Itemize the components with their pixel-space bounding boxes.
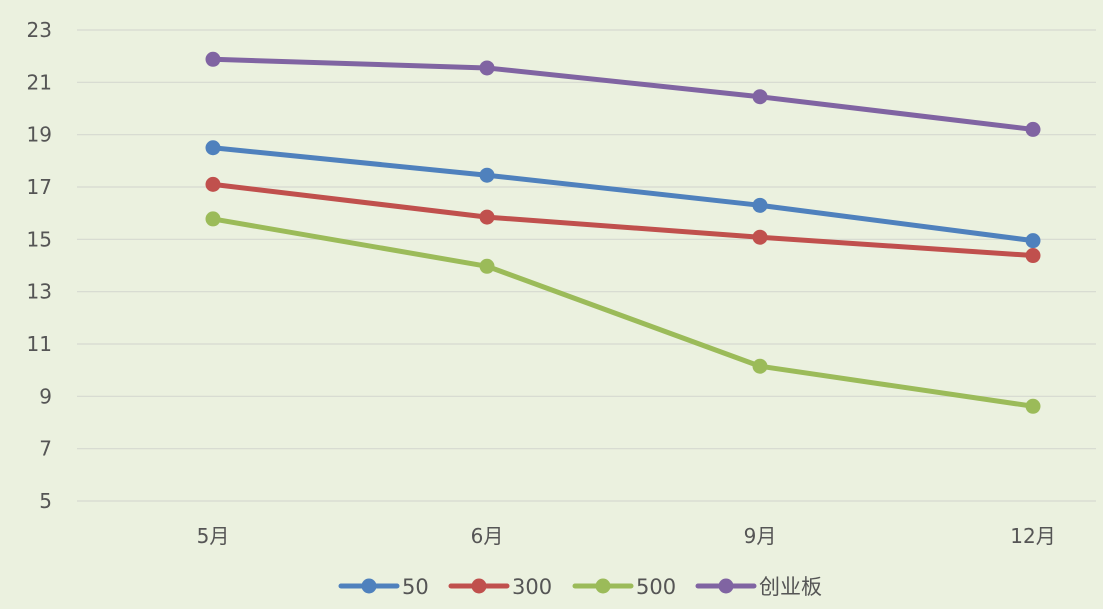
- series-2: [205, 211, 1041, 414]
- legend-label: 50: [402, 575, 429, 599]
- legend-item: 500: [572, 575, 676, 599]
- data-point: [205, 176, 221, 192]
- legend: 50 300 500 创业板: [338, 575, 822, 599]
- legend-marker: [471, 578, 487, 594]
- series-line: [210, 216, 1036, 409]
- y-tick-label: 21: [27, 70, 52, 94]
- y-tick-label: 7: [39, 437, 52, 461]
- y-tick-label: 17: [27, 175, 52, 199]
- legend-marker: [595, 578, 611, 594]
- y-tick-label: 9: [39, 384, 52, 408]
- y-tick-label: 5: [39, 489, 52, 513]
- data-point: [1025, 248, 1041, 264]
- series-line: [210, 56, 1036, 132]
- y-tick-label: 13: [27, 280, 52, 304]
- data-point: [205, 140, 221, 156]
- y-tick-label: 23: [27, 18, 52, 42]
- legend-label: 创业板: [759, 575, 822, 599]
- legend-marker: [718, 578, 734, 594]
- data-point: [479, 167, 495, 183]
- series-line: [210, 181, 1036, 259]
- y-tick-label: 15: [27, 227, 52, 251]
- data-point: [1025, 233, 1041, 249]
- data-point: [1025, 398, 1041, 414]
- data-point: [479, 258, 495, 274]
- series-0: [205, 140, 1041, 249]
- y-axis-tick-labels: 5 7 9 11 13 15 17 19 21 23: [27, 18, 52, 513]
- series-lines: [205, 51, 1041, 414]
- data-point: [752, 229, 768, 245]
- data-point: [205, 211, 221, 227]
- series-3: [205, 51, 1041, 137]
- series-line: [210, 145, 1036, 244]
- x-tick-label: 6月: [471, 524, 504, 548]
- legend-label: 500: [636, 575, 676, 599]
- data-point: [752, 89, 768, 105]
- y-tick-label: 19: [27, 123, 52, 147]
- legend-marker: [361, 578, 377, 594]
- data-point: [752, 197, 768, 213]
- y-tick-label: 11: [27, 332, 52, 356]
- legend-label: 300: [512, 575, 552, 599]
- x-axis-tick-labels: 5月 6月 9月 12月: [197, 524, 1056, 548]
- data-point: [479, 209, 495, 225]
- data-point: [479, 60, 495, 76]
- series-1: [205, 176, 1041, 264]
- x-tick-label: 12月: [1010, 524, 1055, 548]
- legend-item: 300: [448, 575, 552, 599]
- data-point: [752, 358, 768, 374]
- legend-item: 50: [338, 575, 429, 599]
- data-point: [1025, 121, 1041, 137]
- x-tick-label: 9月: [744, 524, 777, 548]
- gridlines: [77, 29, 1096, 502]
- legend-item: 创业板: [695, 575, 822, 599]
- x-tick-label: 5月: [197, 524, 230, 548]
- data-point: [205, 51, 221, 67]
